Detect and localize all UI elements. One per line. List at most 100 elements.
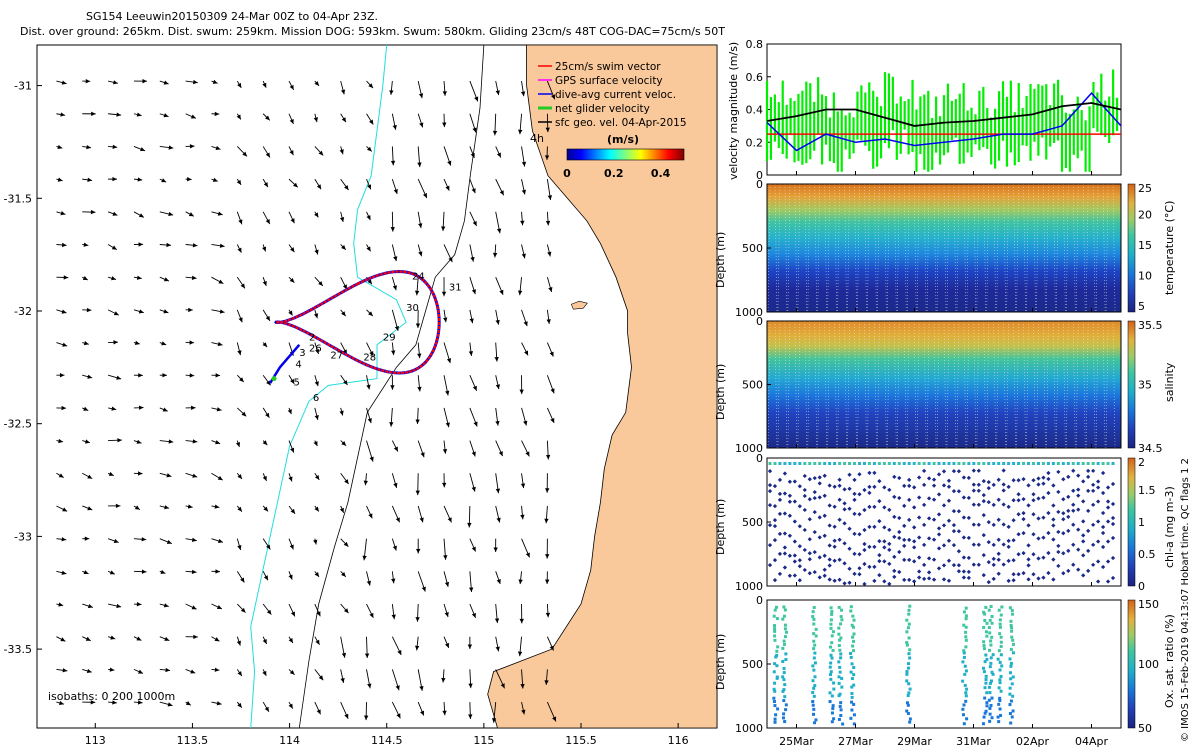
oxygen-sample-point: [832, 681, 836, 685]
map-xtick-label: 115: [473, 734, 494, 747]
current-vector-head: [442, 482, 447, 488]
salinity-profile-trace: [1112, 320, 1116, 449]
current-vector-head: [287, 409, 292, 415]
chla-sample-point: [1061, 511, 1066, 516]
oxygen-sample-point: [962, 655, 966, 659]
chla-sample-point: [1011, 538, 1016, 543]
chla-sample-point: [902, 543, 907, 548]
salinity-ytick-label: 500: [742, 379, 763, 392]
current-vector-head: [369, 612, 374, 618]
chla-surface-point: [982, 462, 986, 465]
current-vector-head: [168, 211, 174, 217]
chla-sample-point: [867, 470, 872, 476]
salinity-profile-trace: [804, 320, 808, 449]
chla-sample-point: [822, 493, 827, 498]
current-vector-head: [524, 350, 529, 356]
oxygen-sample-point: [781, 675, 785, 679]
chla-surface-point: [907, 462, 911, 465]
chla-sample-point: [782, 491, 788, 496]
current-vector-head: [314, 381, 319, 387]
current-vector-head: [392, 285, 397, 291]
chla-sample-point: [936, 546, 942, 551]
chla-surface-point: [877, 462, 881, 465]
current-vector-head: [313, 117, 318, 123]
current-vector-head: [141, 569, 147, 574]
oxygen-sample-point: [811, 679, 815, 683]
chla-surface-point: [1041, 462, 1045, 465]
chla-sample-point: [802, 487, 807, 493]
current-vector-head: [342, 284, 347, 290]
current-vector-head: [160, 569, 166, 574]
oxygen-sample-point: [988, 691, 992, 695]
chla-sample-point: [966, 555, 971, 560]
chla-sample-point: [817, 515, 822, 520]
chla-sample-point: [817, 575, 822, 580]
current-vector-head: [138, 213, 144, 218]
chla-sample-point: [857, 512, 862, 517]
oxygen-sample-point: [1010, 682, 1014, 686]
oxygen-sample-point: [988, 719, 992, 723]
current-vector-head: [83, 570, 89, 575]
track-day-label: 5: [293, 377, 299, 388]
current-vector-head: [518, 579, 523, 585]
chla-sample-point: [882, 505, 887, 510]
track-day-label: 4: [295, 359, 301, 370]
temperature-profile-trace: [1026, 183, 1029, 313]
oxygen-sample-point: [1000, 664, 1004, 668]
current-vector-head: [83, 406, 89, 411]
oxygen-sample-point: [984, 678, 988, 682]
current-vector-head: [59, 373, 65, 378]
temperature-profile-trace: [847, 183, 850, 313]
current-vector-head: [343, 541, 349, 547]
chla-sample-point: [772, 518, 778, 523]
current-vector-head: [62, 507, 68, 512]
current-vector-head: [290, 508, 296, 514]
chla-sample-point: [842, 541, 847, 546]
chla-sample-point: [1100, 490, 1106, 496]
salinity-profile-trace: [777, 320, 781, 449]
current-vector-head: [109, 667, 115, 672]
chla-surface-point: [937, 462, 941, 465]
oxygen-sample-point: [1008, 686, 1012, 690]
temperature-ytick-label: 0: [756, 178, 763, 191]
chla-sample-point: [787, 533, 793, 538]
current-vector-head: [136, 439, 142, 444]
salinity-profile-trace: [884, 320, 887, 449]
salinity-profile-trace: [1092, 320, 1096, 449]
oxygen-sample-point: [982, 715, 986, 719]
current-vector-head: [544, 155, 550, 160]
chla-sample-point: [1061, 477, 1066, 482]
oxygen-sample-point: [773, 634, 777, 638]
salinity-profile-trace: [936, 320, 940, 449]
current-vector-head: [60, 637, 66, 642]
chla-surface-point: [803, 462, 807, 465]
oxygen-sample-point: [984, 681, 988, 685]
current-vector-head: [520, 514, 525, 520]
oxygen-sample-point: [814, 718, 818, 722]
chla-sample-point: [1051, 483, 1056, 488]
chla-sample-point: [931, 577, 937, 582]
temperature-profile-trace: [814, 183, 818, 313]
chla-sample-point: [936, 526, 942, 531]
temperature-profile-trace: [844, 183, 847, 313]
salinity-profile-trace: [874, 320, 877, 449]
oxygen-sample-point: [987, 685, 991, 689]
oxygen-sample-point: [812, 617, 816, 621]
oxygen-sample-point: [782, 605, 786, 609]
chla-sample-point: [971, 482, 976, 487]
chla-sample-point: [1051, 577, 1056, 582]
current-vector-head: [493, 547, 498, 552]
chla-sample-point: [777, 497, 783, 503]
oxygen-sample-point: [963, 672, 967, 676]
chla-sample-point: [966, 569, 971, 574]
current-vector-head: [214, 504, 220, 509]
current-vector-head: [113, 311, 119, 316]
current-vector-head: [240, 607, 246, 613]
current-vector-head: [470, 152, 475, 158]
oxygen-sample-point: [783, 608, 787, 612]
chla-sample-point: [961, 515, 967, 520]
chla-sample-point: [1071, 488, 1076, 493]
chla-sample-point: [981, 479, 986, 484]
chla-sample-point: [787, 493, 793, 498]
